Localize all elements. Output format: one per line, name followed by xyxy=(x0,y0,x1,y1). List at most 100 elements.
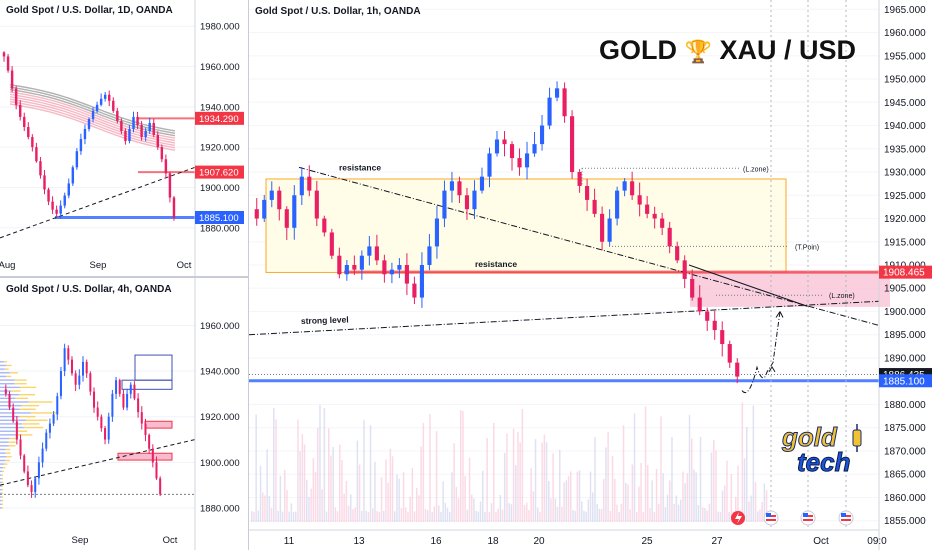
price-label-tag xyxy=(879,374,932,388)
volume-bar xyxy=(431,511,433,522)
volume-profile-bar xyxy=(19,386,37,389)
volume-profile-bar xyxy=(0,463,5,465)
volume-profile-bar xyxy=(0,470,3,473)
candle-body xyxy=(494,139,500,154)
volume-bar xyxy=(600,508,603,522)
candle-body xyxy=(472,190,477,210)
volume-bar xyxy=(532,491,535,522)
volume-bar xyxy=(394,511,396,522)
volume-profile-bar xyxy=(0,361,4,363)
volume-profile-bar xyxy=(5,459,10,462)
candle-body xyxy=(126,393,129,408)
volume-bar xyxy=(495,511,497,522)
h4-chart[interactable]: 1960.000 1940.000 1920.000 1900.000 1880.000… xyxy=(0,278,248,550)
volume-bar xyxy=(398,478,400,522)
volume-bar xyxy=(721,490,724,522)
volume-bar xyxy=(625,482,627,522)
volume-bar xyxy=(385,459,387,522)
volume-bar xyxy=(488,511,491,522)
moving-average-ribbon xyxy=(9,98,176,147)
candle-body xyxy=(59,205,62,214)
candle-body xyxy=(116,110,119,121)
candle-body xyxy=(600,213,605,242)
candle-body xyxy=(137,398,140,413)
volume-bar xyxy=(372,508,374,522)
daily-chart-panel[interactable]: 1980.000 1960.000 1940.000 1920.000 1900.000… xyxy=(0,0,248,276)
y-tick-label: 1945.000 xyxy=(884,98,926,109)
candle-body xyxy=(136,116,139,125)
resistance-zone-box xyxy=(265,178,787,273)
candle-body xyxy=(570,116,575,173)
volume-profile-bar xyxy=(0,445,9,447)
volume-profile-bar xyxy=(0,426,24,429)
volume-bar xyxy=(477,511,480,522)
volume-bar xyxy=(647,464,649,522)
candle-body xyxy=(479,176,485,191)
volume-bar xyxy=(697,504,700,522)
volume-bar xyxy=(684,483,686,522)
candle-body xyxy=(314,190,319,219)
candle-body xyxy=(344,265,349,275)
candle-body xyxy=(8,393,11,408)
candle-body xyxy=(71,167,75,184)
volume-profile-bar xyxy=(19,415,36,418)
candle-body xyxy=(144,131,147,138)
volume-bar xyxy=(545,442,548,522)
volume-bar xyxy=(581,501,583,522)
volume-bar xyxy=(334,507,337,522)
volume-bar xyxy=(605,447,607,522)
candle-body xyxy=(374,246,379,261)
h1-chart[interactable]: resistance resistance strong level (L.zone)… xyxy=(249,0,932,550)
volume-profile-bar xyxy=(0,481,2,484)
y-tick-label: 1880.000 xyxy=(200,223,240,234)
candle-body xyxy=(10,70,14,89)
volume-profile-bar xyxy=(3,467,6,469)
volume-bar xyxy=(724,485,726,522)
volume-bar xyxy=(396,474,398,522)
price-label-tag xyxy=(195,111,244,125)
volume-bar xyxy=(561,506,563,522)
volume-profile-bar xyxy=(1,507,3,509)
volume-profile-bar xyxy=(1,496,3,498)
volume-profile-bar xyxy=(9,437,17,440)
volume-profile-bar xyxy=(0,364,7,367)
y-tick-label: 1935.000 xyxy=(884,144,926,155)
volume-profile-bar xyxy=(0,412,31,414)
daily-chart[interactable]: 1980.000 1960.000 1940.000 1920.000 1900.000… xyxy=(0,0,248,276)
x-tick-label: Aug xyxy=(0,260,15,271)
volume-profile-bar xyxy=(6,375,12,378)
volume-bar xyxy=(741,402,744,522)
y-tick-label: 1905.000 xyxy=(884,284,926,295)
volume-bar xyxy=(422,423,425,522)
y-tick-label: 1960.000 xyxy=(200,62,240,73)
h4-chart-panel[interactable]: 1960.000 1940.000 1920.000 1900.000 1880.000… xyxy=(0,278,248,550)
h1-chart-panel[interactable]: resistance resistance strong level (L.zone)… xyxy=(249,0,932,550)
volume-profile-bar xyxy=(0,456,7,458)
volume-bar xyxy=(653,511,656,522)
volume-bar xyxy=(400,507,403,522)
candle-body xyxy=(34,478,37,493)
moving-average-ribbon xyxy=(9,86,176,134)
volume-bar xyxy=(306,479,308,522)
volume-bar xyxy=(649,508,651,522)
candle-body xyxy=(151,448,154,463)
volume-bar xyxy=(499,495,502,522)
volume-profile-bar xyxy=(1,481,3,484)
volume-profile-bar xyxy=(0,404,22,407)
volume-bar xyxy=(761,501,763,522)
candle-body xyxy=(48,423,51,433)
volume-bar xyxy=(341,459,343,522)
y-tick-label: 1880.000 xyxy=(200,504,240,515)
volume-bar xyxy=(501,509,504,522)
volume-bar xyxy=(607,431,609,522)
candle-body xyxy=(532,144,537,154)
volume-bar xyxy=(508,503,510,522)
candle-body xyxy=(23,455,26,472)
candle-body xyxy=(67,348,70,360)
volume-bar xyxy=(270,507,273,522)
volume-bar xyxy=(486,437,488,522)
volume-bar xyxy=(290,503,293,522)
volume-bar xyxy=(451,472,453,522)
volume-bar xyxy=(570,471,572,522)
candle-body xyxy=(140,124,143,138)
